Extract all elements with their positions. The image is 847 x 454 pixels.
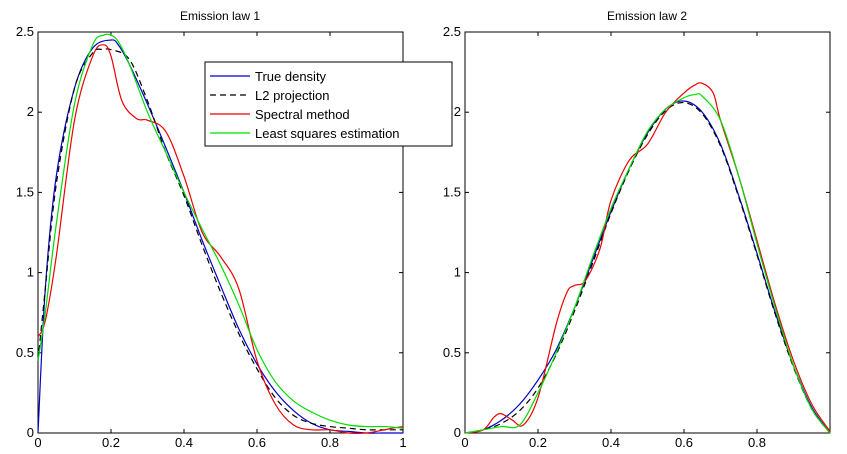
x-tick-label: 0.4 xyxy=(602,435,620,450)
series-line-l2-projection xyxy=(37,48,403,431)
x-tick-label: 0.6 xyxy=(675,435,693,450)
legend: True density L2 projection Spectral meth… xyxy=(204,61,453,147)
y-tick-label: 0.5 xyxy=(443,345,461,360)
y-tick-label: 0.5 xyxy=(16,345,34,360)
y-tick-label: 2 xyxy=(454,104,461,119)
series-line-least-squares xyxy=(37,33,404,429)
panel-emission-law-2: Emission law 2 0 0.2 0.4 0.6 0.8 0 0.5 1 1.5 2 2.5 xyxy=(443,9,831,450)
series-line-spectral-method xyxy=(464,82,831,434)
x-tick-label: 0.2 xyxy=(529,435,547,450)
y-tick-label: 1 xyxy=(454,265,461,280)
legend-label-spectral-method: Spectral method xyxy=(255,107,350,122)
panel-title: Emission law 1 xyxy=(180,9,260,23)
legend-label-least-squares: Least squares estimation xyxy=(255,126,400,141)
y-tick-label: 2.5 xyxy=(443,24,461,39)
x-tick-label: 1 xyxy=(399,435,406,450)
panel-emission-law-1: Emission law 1 0 0.2 0.4 0.6 0.8 1 0 0.5 1 1.5 2 2.… xyxy=(16,9,453,450)
panel-title: Emission law 2 xyxy=(607,9,687,23)
x-tick-label: 0.6 xyxy=(248,435,266,450)
series-lines xyxy=(37,33,404,434)
y-tick-label: 1.5 xyxy=(16,184,34,199)
y-tick-label: 2 xyxy=(27,104,34,119)
x-tick-label: 0 xyxy=(461,435,468,450)
axes-frame xyxy=(37,31,404,434)
y-tick-label: 1 xyxy=(27,265,34,280)
axes-box xyxy=(464,31,831,434)
tick-labels: 0 0.2 0.4 0.6 0.8 0 0.5 1 1.5 2 2.5 xyxy=(443,24,766,450)
legend-label-true-density: True density xyxy=(255,69,327,84)
x-tick-label: 0.8 xyxy=(321,435,339,450)
series-lines xyxy=(464,82,831,434)
series-line-least-squares xyxy=(464,93,831,434)
tick-marks xyxy=(464,31,830,434)
y-tick-label: 0 xyxy=(27,425,34,440)
axes-frame xyxy=(464,31,831,434)
series-line-l2-projection xyxy=(464,101,831,434)
y-tick-label: 0 xyxy=(454,425,461,440)
y-tick-label: 2.5 xyxy=(16,24,34,39)
legend-label-l2-projection: L2 projection xyxy=(255,88,329,103)
x-tick-label: 0 xyxy=(34,435,41,450)
y-tick-label: 1.5 xyxy=(443,184,461,199)
x-tick-label: 0.4 xyxy=(175,435,193,450)
axes-box xyxy=(37,31,404,434)
tick-labels: 0 0.2 0.4 0.6 0.8 1 0 0.5 1 1.5 2 2.5 xyxy=(16,24,407,450)
series-line-true-density xyxy=(464,100,831,434)
x-tick-label: 0.8 xyxy=(748,435,766,450)
x-tick-label: 0.2 xyxy=(102,435,120,450)
